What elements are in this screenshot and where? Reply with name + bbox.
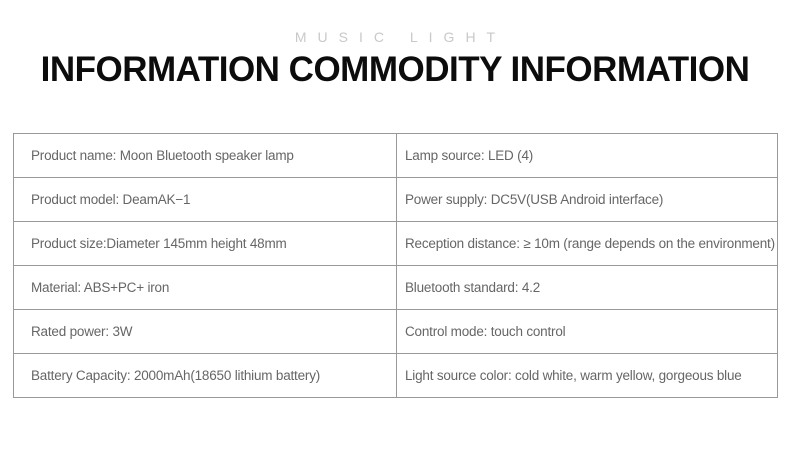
table-row: Product model: DeamAK−1 Power supply: DC… bbox=[14, 178, 777, 222]
spec-cell-product-model: Product model: DeamAK−1 bbox=[31, 192, 191, 207]
product-spec-table: Product name: Moon Bluetooth speaker lam… bbox=[13, 133, 778, 398]
table-row: Battery Capacity: 2000mAh(18650 lithium … bbox=[14, 354, 777, 397]
spec-cell-lamp-source: Lamp source: LED (4) bbox=[396, 134, 777, 177]
brand-tagline: MUSIC LIGHT bbox=[294, 29, 507, 45]
spec-cell-battery-capacity: Battery Capacity: 2000mAh(18650 lithium … bbox=[31, 368, 321, 383]
spec-cell-control-mode: Control mode: touch control bbox=[396, 310, 777, 353]
spec-cell-product-size: Product size:Diameter 145mm height 48mm bbox=[31, 236, 287, 251]
table-row: Rated power: 3W Control mode: touch cont… bbox=[14, 310, 777, 354]
table-row: Product size:Diameter 145mm height 48mm … bbox=[14, 222, 777, 266]
spec-cell-material: Material: ABS+PC+ iron bbox=[31, 280, 170, 295]
spec-cell-power-supply: Power supply: DC5V(USB Android interface… bbox=[396, 178, 777, 221]
spec-cell-rated-power: Rated power: 3W bbox=[31, 324, 133, 339]
spec-cell-reception-distance: Reception distance: ≥ 10m (range depends… bbox=[396, 222, 777, 265]
spec-cell-product-name: Product name: Moon Bluetooth speaker lam… bbox=[31, 148, 294, 163]
page-title: INFORMATION COMMODITY INFORMATION bbox=[40, 50, 750, 89]
table-row: Product name: Moon Bluetooth speaker lam… bbox=[14, 134, 777, 178]
table-row: Material: ABS+PC+ iron Bluetooth standar… bbox=[14, 266, 777, 310]
spec-cell-bluetooth-standard: Bluetooth standard: 4.2 bbox=[396, 266, 777, 309]
spec-cell-light-source-color: Light source color: cold white, warm yel… bbox=[396, 354, 777, 397]
